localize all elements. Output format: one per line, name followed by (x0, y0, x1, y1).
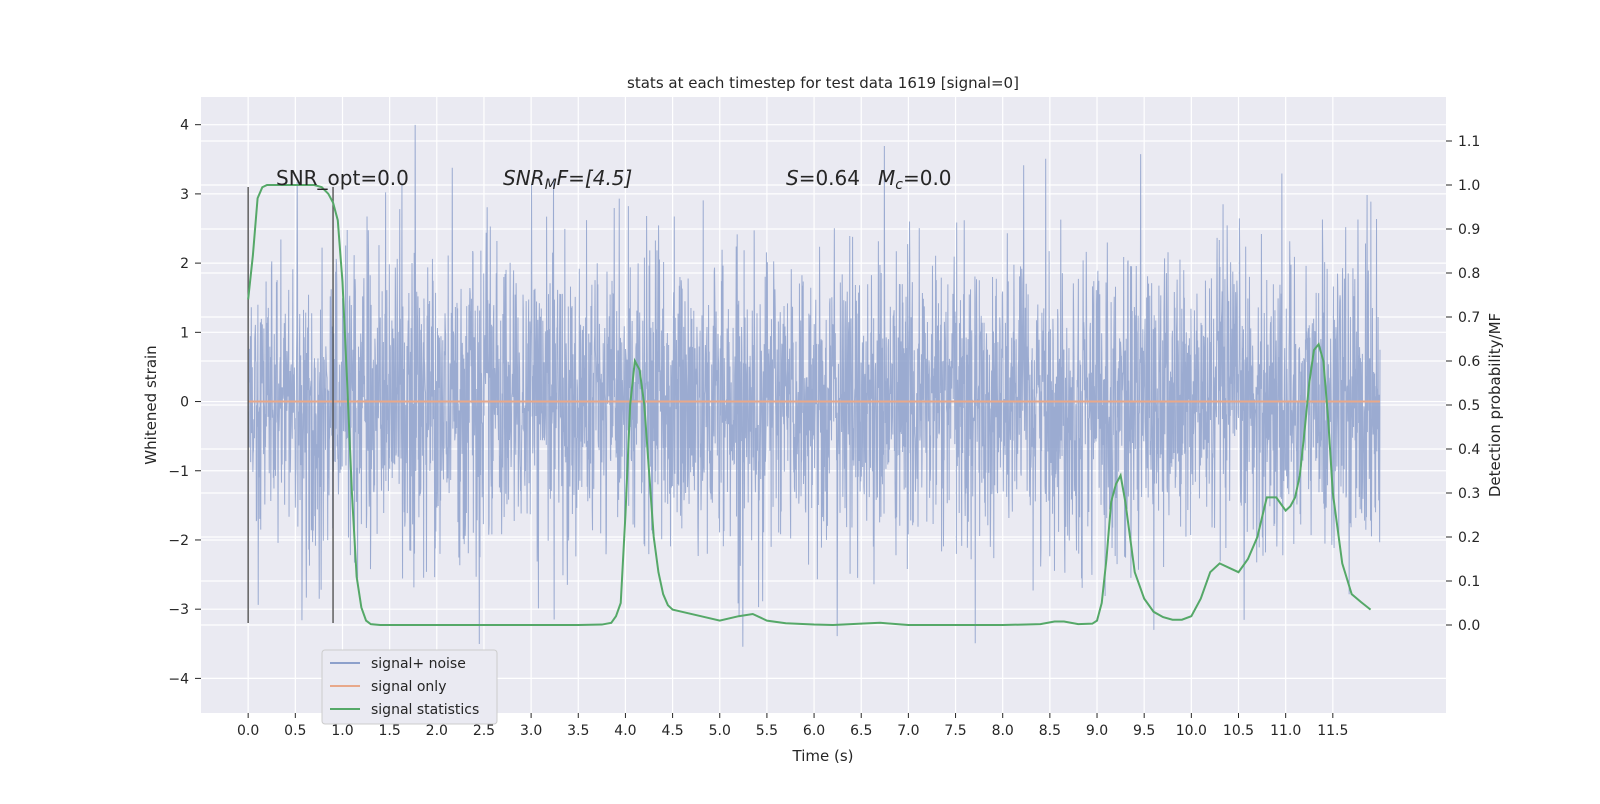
x-tick-label: 3.5 (567, 723, 589, 739)
x-tick-label: 5.5 (756, 723, 778, 739)
legend: signal+ noise signal only signal statist… (321, 649, 498, 725)
y-left-tick-label: −2 (168, 533, 189, 549)
s-label: S (786, 166, 799, 190)
annotation-snr-mf: SNRMF=[4.5] (503, 166, 632, 193)
s-value: =0.64 (799, 166, 860, 190)
y-right-tick-label: 0.4 (1458, 442, 1480, 458)
x-tick-label: 3.0 (520, 723, 542, 739)
series-signal-statistics (247, 184, 1372, 627)
y-right-axis-label: Detection probability/MF (1486, 313, 1504, 497)
y-left-tick-label: −1 (168, 464, 189, 480)
x-tick-label: 6.5 (850, 723, 872, 739)
annotation-s-mc: S=0.64 Mc=0.0 (786, 166, 952, 193)
x-tick-label: 0.0 (237, 723, 259, 739)
y-left-tick-label: 2 (180, 256, 189, 272)
annotation-snr-opt: SNR_opt=0.0 (276, 166, 409, 190)
y-left-tick-label: 1 (180, 325, 189, 341)
legend-box (321, 649, 498, 725)
x-axis-ticks: 0.0 0.5 1.0 1.5 2.0 2.5 3.0 3.5 4.0 4.5 5.0 5.5 6.0 6… (237, 713, 1348, 739)
legend-label-signal-statistics: signal statistics (371, 702, 479, 718)
mc-label: M (878, 166, 895, 190)
y-right-tick-label: 0.2 (1458, 530, 1480, 546)
y-left-axis-ticks: −4 −3 −2 −1 0 1 2 3 4 (168, 118, 201, 687)
x-tick-label: 11.0 (1270, 723, 1301, 739)
y-left-tick-label: 3 (180, 187, 189, 203)
chart-title: stats at each timestep for test data 161… (627, 74, 1019, 92)
y-right-tick-label: 0.3 (1458, 486, 1480, 502)
legend-label-signal-plus-noise: signal+ noise (371, 656, 466, 672)
y-left-tick-label: 4 (180, 118, 189, 134)
x-tick-label: 1.0 (331, 723, 353, 739)
noise-trace (247, 124, 1381, 647)
legend-label-signal-only: signal only (371, 679, 446, 695)
signal-statistics-line (247, 184, 1372, 627)
y-right-tick-label: 0.1 (1458, 574, 1480, 590)
y-right-tick-label: 0.0 (1458, 618, 1480, 634)
y-right-tick-label: 0.6 (1458, 354, 1480, 370)
x-tick-label: 0.5 (284, 723, 306, 739)
x-tick-label: 11.5 (1317, 723, 1348, 739)
x-tick-label: 5.0 (709, 723, 731, 739)
mc-sub: c (895, 177, 903, 193)
vertical-markers (247, 186, 334, 624)
x-tick-label: 9.0 (1086, 723, 1108, 739)
x-tick-label: 8.0 (992, 723, 1014, 739)
x-tick-label: 1.5 (379, 723, 401, 739)
x-tick-label: 10.0 (1176, 723, 1207, 739)
y-right-tick-label: 1.0 (1458, 178, 1480, 194)
snr-mf-main: SNR (503, 166, 545, 190)
series-signal-plus-noise (247, 124, 1381, 647)
y-right-tick-label: 0.5 (1458, 398, 1480, 414)
x-tick-label: 10.5 (1223, 723, 1254, 739)
x-tick-label: 4.0 (614, 723, 636, 739)
snr-mf-rest: F=[4.5] (557, 166, 633, 190)
x-tick-label: 2.5 (473, 723, 495, 739)
snr-mf-sub: M (545, 177, 557, 193)
y-right-tick-label: 0.7 (1458, 310, 1480, 326)
y-right-tick-label: 0.8 (1458, 266, 1480, 282)
x-tick-label: 6.0 (803, 723, 825, 739)
x-tick-label: 8.5 (1039, 723, 1061, 739)
y-left-tick-label: −3 (168, 602, 189, 618)
x-tick-label: 7.0 (897, 723, 919, 739)
y-right-tick-label: 0.9 (1458, 222, 1480, 238)
y-left-axis-label: Whitened strain (142, 345, 160, 464)
y-right-axis-ticks: 0.0 0.1 0.2 0.3 0.4 0.5 0.6 0.7 0.8 0.9 1.0 1.1 (1446, 134, 1480, 634)
x-tick-label: 7.5 (944, 723, 966, 739)
y-right-tick-label: 1.1 (1458, 134, 1480, 150)
y-left-tick-label: −4 (168, 671, 189, 687)
x-tick-label: 2.0 (426, 723, 448, 739)
y-left-tick-label: 0 (180, 395, 189, 411)
x-tick-label: 4.5 (661, 723, 683, 739)
x-tick-label: 9.5 (1133, 723, 1155, 739)
x-axis-label: Time (s) (792, 747, 854, 765)
mc-value: =0.0 (903, 166, 952, 190)
